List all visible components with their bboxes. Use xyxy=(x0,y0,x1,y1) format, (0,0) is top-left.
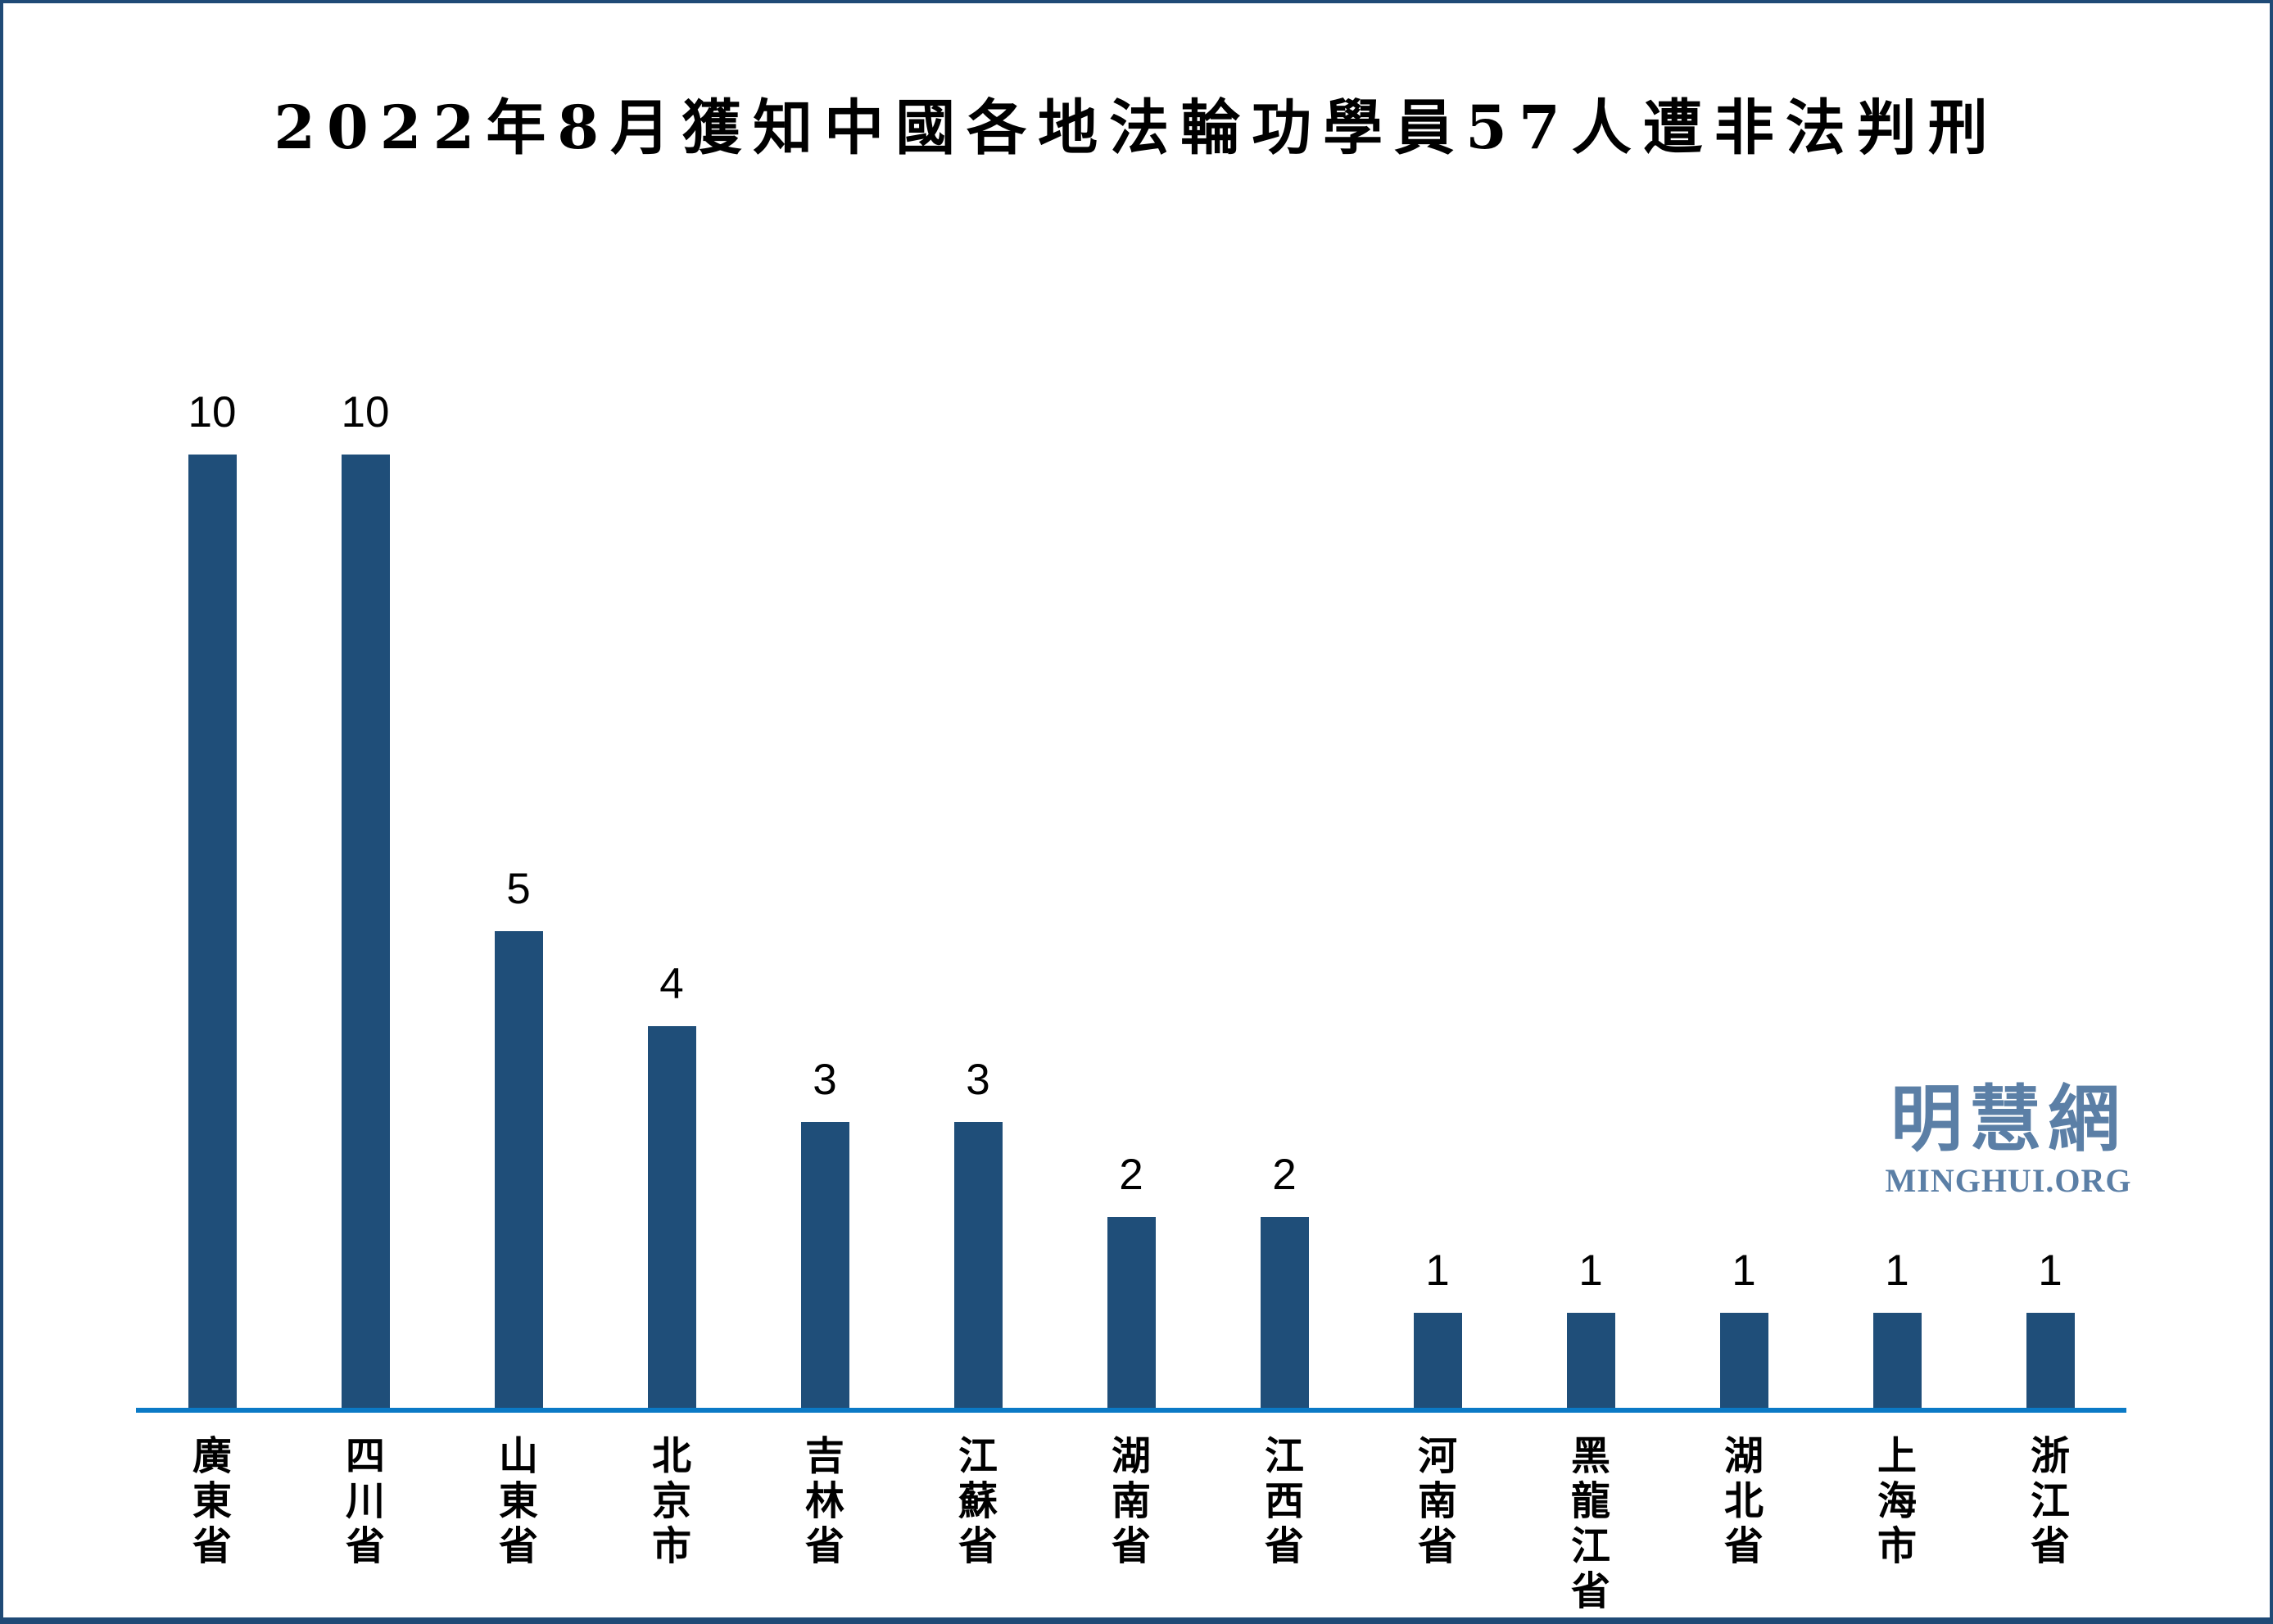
bar-category-label: 江西省 xyxy=(1264,1433,1304,1569)
bar-value-label: 10 xyxy=(341,388,390,437)
bar-value-label: 1 xyxy=(2038,1246,2062,1295)
bar-category-label: 江蘇省 xyxy=(958,1433,998,1569)
chart-bar xyxy=(801,1122,849,1410)
bar-category-label: 湖北省 xyxy=(1723,1433,1764,1569)
chart-bar xyxy=(954,1122,1003,1410)
bar-value-label: 3 xyxy=(966,1056,990,1104)
bar-value-label: 1 xyxy=(1425,1246,1450,1295)
bar-value-label: 5 xyxy=(506,865,531,913)
chart-title: 2022年8月獲知中國各地法輪功學員57人遭非法判刑 xyxy=(274,93,1999,163)
bar-category-label: 山東省 xyxy=(498,1433,538,1569)
chart-bar xyxy=(342,455,390,1410)
chart-bar xyxy=(648,1026,696,1410)
bar-value-label: 4 xyxy=(659,960,684,1008)
bar-category-label: 四川省 xyxy=(345,1433,385,1569)
minghui-logo-url-text: MINGHUI.ORG xyxy=(1885,1162,2132,1199)
chart-bar xyxy=(1567,1313,1615,1410)
chart-bar xyxy=(1414,1313,1462,1410)
minghui-logo-cjk-text: 明慧網 xyxy=(1890,1076,2126,1161)
chart-bar xyxy=(1873,1313,1922,1410)
bar-category-label: 黑龍江省 xyxy=(1570,1433,1610,1614)
chart-bar xyxy=(1720,1313,1768,1410)
minghui-logo: 明慧網 MINGHUI.ORG xyxy=(1864,1078,2153,1201)
chart-bar xyxy=(2026,1313,2075,1410)
chart-bar xyxy=(188,455,237,1410)
chart-bar xyxy=(1107,1217,1156,1410)
x-axis-line xyxy=(136,1408,2126,1413)
bar-value-label: 1 xyxy=(1732,1246,1756,1295)
bar-category-label: 吉林省 xyxy=(804,1433,844,1569)
bar-value-label: 2 xyxy=(1272,1151,1297,1199)
bar-category-label: 河南省 xyxy=(1417,1433,1457,1569)
bar-category-label: 上海市 xyxy=(1877,1433,1917,1569)
chart-bar xyxy=(495,931,543,1410)
bar-category-label: 廣東省 xyxy=(192,1433,232,1569)
bar-value-label: 1 xyxy=(1578,1246,1603,1295)
bar-category-label: 北京市 xyxy=(651,1433,691,1569)
bar-category-label: 湖南省 xyxy=(1111,1433,1151,1569)
bar-value-label: 1 xyxy=(1885,1246,1909,1295)
bar-value-label: 2 xyxy=(1119,1151,1143,1199)
bar-value-label: 10 xyxy=(188,388,237,437)
chart-bar xyxy=(1261,1217,1309,1410)
bar-value-label: 3 xyxy=(813,1056,837,1104)
bar-category-label: 浙江省 xyxy=(2030,1433,2070,1569)
